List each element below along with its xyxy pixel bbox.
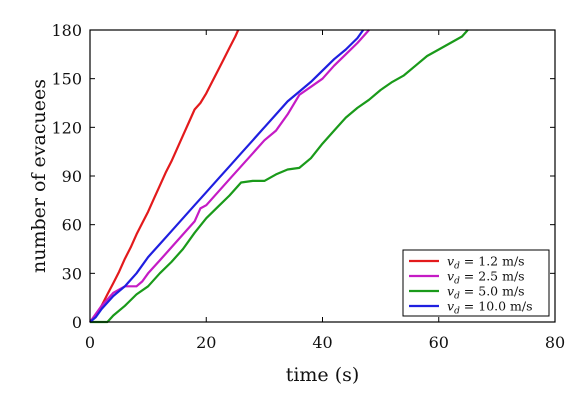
- legend-label-4: vd = 10.0 m/s: [447, 299, 533, 317]
- y-tick-label: 30: [62, 264, 82, 283]
- legend-label-3: vd = 5.0 m/s: [447, 284, 525, 302]
- legend-var: v: [447, 299, 454, 314]
- y-tick-label: 180: [51, 21, 82, 40]
- legend-label-2: vd = 2.5 m/s: [447, 269, 525, 287]
- legend-subscript: d: [454, 262, 460, 272]
- series-line-2: [89, 29, 370, 323]
- x-tick-label: 20: [196, 333, 216, 352]
- legend-value: = 5.0 m/s: [460, 284, 525, 299]
- series-layer: [89, 29, 469, 324]
- y-tick-label: 120: [51, 118, 82, 137]
- y-axis-title: number of evacuees: [28, 79, 50, 273]
- series-line-3: [90, 29, 469, 324]
- y-tick-label: 60: [62, 216, 82, 235]
- legend-var: v: [447, 269, 454, 284]
- x-tick-label: 40: [312, 333, 332, 352]
- series-line-4: [89, 29, 365, 323]
- legend-var: v: [447, 284, 454, 299]
- x-tick-label: 80: [545, 333, 565, 352]
- legend-subscript: d: [454, 277, 460, 287]
- y-tick-label: 150: [51, 70, 82, 89]
- x-tick-label: 60: [429, 333, 449, 352]
- legend-subscript: d: [454, 292, 460, 302]
- y-tick-label: 90: [62, 167, 82, 186]
- legend-value: = 1.2 m/s: [460, 254, 525, 269]
- series-line-1: [89, 29, 240, 323]
- legend-var: v: [447, 254, 454, 269]
- legend-value: = 10.0 m/s: [460, 299, 533, 314]
- x-tick-label: 0: [85, 333, 95, 352]
- y-tick-label: 0: [72, 313, 82, 332]
- ticks-layer: 0 20 40 60 80 0 30 60 90 120 150 180: [51, 21, 565, 352]
- legend-subscript: d: [454, 307, 460, 317]
- legend-label-1: vd = 1.2 m/s: [447, 254, 525, 272]
- legend-value: = 2.5 m/s: [460, 269, 525, 284]
- legend: vd = 1.2 m/svd = 2.5 m/svd = 5.0 m/svd =…: [402, 249, 550, 317]
- x-axis-title: time (s): [286, 364, 360, 386]
